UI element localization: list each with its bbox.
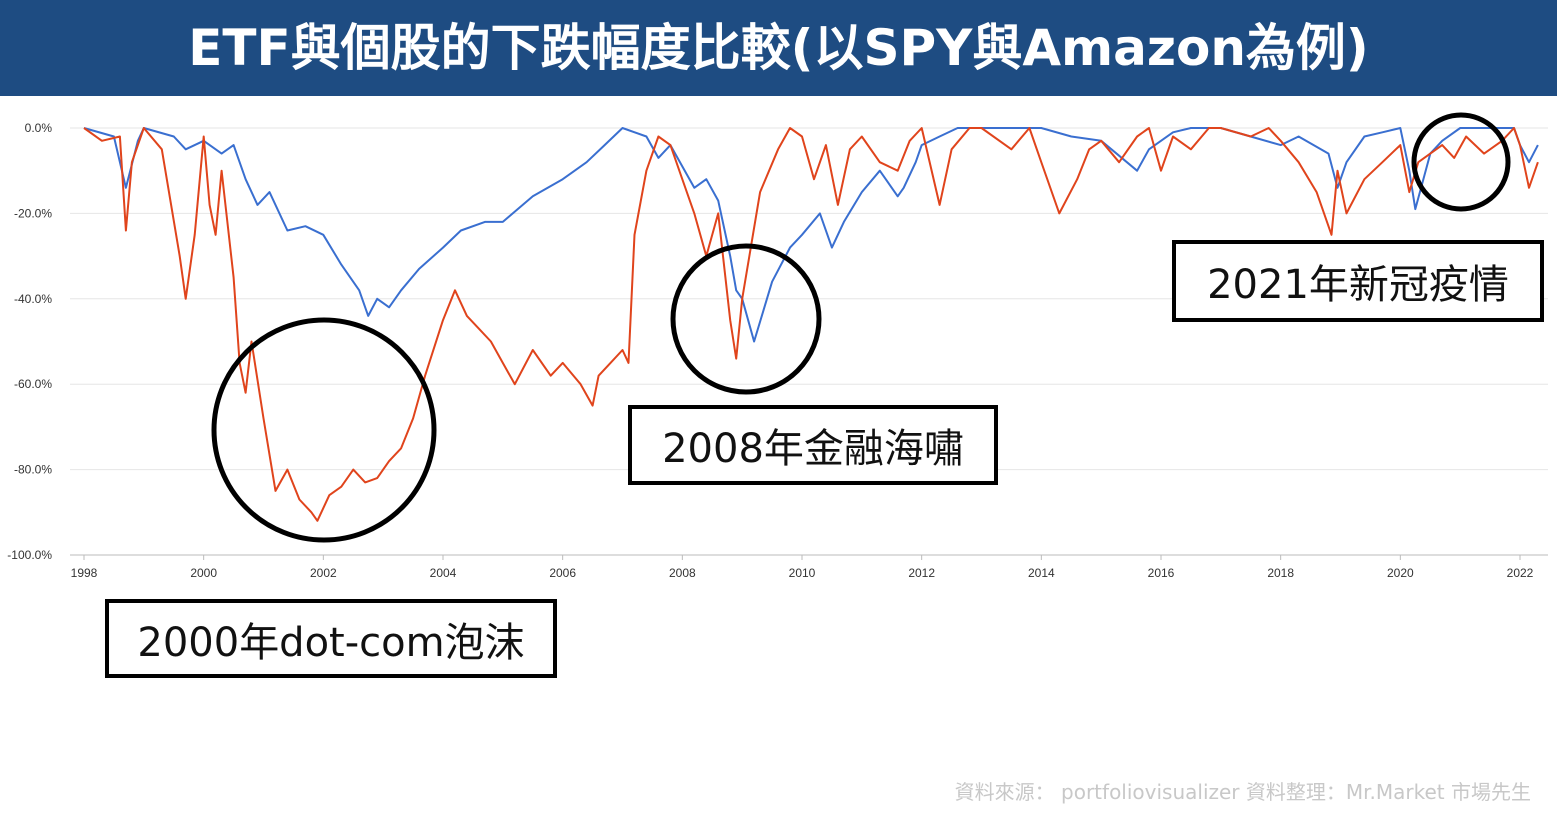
dotcom-highlight-circle xyxy=(211,317,437,543)
covid-highlight-circle xyxy=(1411,112,1511,212)
x-axis-ticks: 1998 2000 2002 2004 2006 2008 2010 2012 2014 2016… xyxy=(71,555,1534,580)
x-tick-label: 2008 xyxy=(669,566,696,580)
amazon-drawdown-line xyxy=(83,127,1539,522)
chart-series xyxy=(83,127,1539,522)
chart-grid xyxy=(70,127,1548,556)
gfc-callout-label: 2008年金融海嘯 xyxy=(662,426,964,472)
x-tick-label: 2000 xyxy=(190,566,217,580)
drawdown-chart: 0.0% -20.0% -40.0% -60.0% -80.0% -100.0% 1998… xyxy=(7,112,1548,580)
page-title: ETF與個股的下跌幅度比較(以SPY與Amazon為例) xyxy=(188,19,1369,77)
spy-drawdown-line xyxy=(83,127,1539,343)
x-tick-label: 2020 xyxy=(1387,566,1414,580)
highlight-circles xyxy=(211,112,1511,543)
gfc-callout: 2008年金融海嘯 xyxy=(628,405,998,485)
dotcom-callout: 2000年dot-com泡沫 xyxy=(105,599,557,678)
x-tick-label: 2016 xyxy=(1148,566,1175,580)
x-tick-label: 2018 xyxy=(1267,566,1294,580)
x-tick-label: 2010 xyxy=(789,566,816,580)
y-tick-label: -40.0% xyxy=(14,292,52,306)
x-tick-label: 2014 xyxy=(1028,566,1055,580)
x-tick-label: 2022 xyxy=(1507,566,1534,580)
x-tick-label: 2012 xyxy=(908,566,935,580)
y-tick-label: -100.0% xyxy=(7,548,52,562)
y-tick-label: -60.0% xyxy=(14,377,52,391)
covid-callout: 2021年新冠疫情 xyxy=(1172,240,1544,322)
x-tick-label: 2006 xyxy=(549,566,576,580)
y-axis-ticks: 0.0% -20.0% -40.0% -60.0% -80.0% -100.0% xyxy=(7,121,52,562)
y-tick-label: -20.0% xyxy=(14,206,52,220)
dotcom-callout-label: 2000年dot-com泡沫 xyxy=(137,619,525,666)
title-banner xyxy=(0,0,1557,96)
covid-callout-label: 2021年新冠疫情 xyxy=(1207,262,1509,308)
y-tick-label: 0.0% xyxy=(25,121,53,135)
y-tick-label: -80.0% xyxy=(14,463,52,477)
x-tick-label: 2004 xyxy=(430,566,457,580)
gfc-highlight-circle xyxy=(670,243,822,395)
x-tick-label: 1998 xyxy=(71,566,98,580)
source-note: 資料來源： portfoliovisualizer 資料整理：Mr.Market… xyxy=(954,780,1531,804)
x-tick-label: 2002 xyxy=(310,566,337,580)
